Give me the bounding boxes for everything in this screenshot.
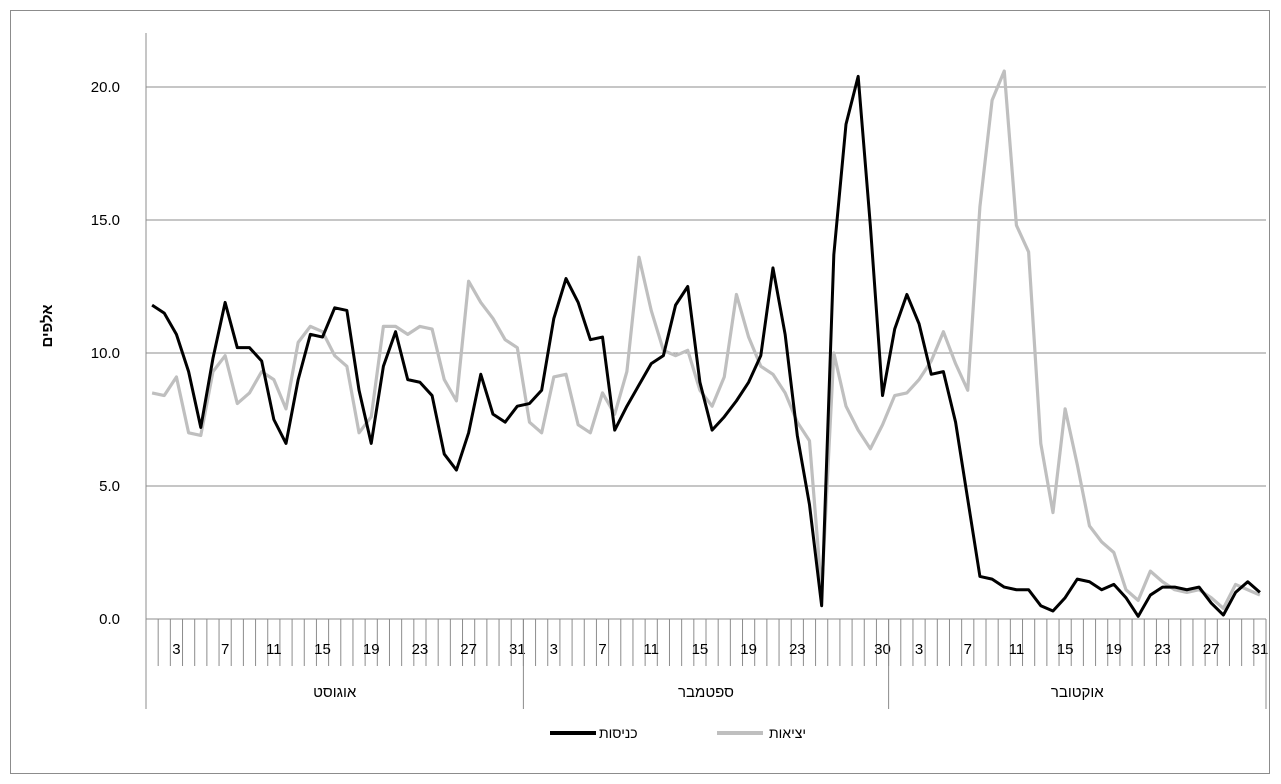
x-tick-label: 30 [874, 641, 891, 658]
x-tick-label: 3 [172, 641, 180, 658]
x-tick-label: 11 [266, 641, 282, 658]
x-tick-label: 3 [550, 641, 558, 658]
y-tick-label: 15.0 [91, 212, 120, 229]
y-tick-label: 20.0 [91, 79, 120, 96]
y-tick-label: 10.0 [91, 345, 120, 362]
x-tick-label: 7 [598, 641, 606, 658]
x-tick-label: 7 [964, 641, 972, 658]
x-tick-label: 15 [692, 641, 709, 658]
y-tick-label: 5.0 [99, 478, 120, 495]
y-tick-labels: 0.0 5.0 10.0 15.0 20.0 [91, 79, 120, 628]
x-tick-label: 31 [1252, 641, 1269, 658]
legend-label-entries: כניסות [599, 725, 638, 741]
x-tick-label: 11 [1009, 641, 1025, 658]
x-tick-label: 23 [412, 641, 429, 658]
series-line-entries [151, 74, 1261, 618]
x-tick-label: 11 [643, 641, 659, 658]
x-tick-label: 27 [460, 641, 477, 658]
x-tick-label: 27 [1203, 641, 1220, 658]
y-tick-label: 0.0 [99, 611, 120, 628]
x-tick-label: 23 [1154, 641, 1171, 658]
x-axis-ticks: 3 7 11 15 19 23 27 31 3 7 11 15 19 23 30 3 7 11 15 19 23 27 31 [157, 619, 1269, 666]
x-tick-label: 3 [915, 641, 923, 658]
chart-frame [10, 10, 1270, 774]
x-tick-label: 19 [740, 641, 757, 658]
x-tick-label: 31 [509, 641, 526, 658]
month-label: ספטמבר [678, 684, 734, 701]
x-tick-label: 23 [789, 641, 806, 658]
x-tick-label: 15 [314, 641, 331, 658]
x-tick-label: 15 [1057, 641, 1074, 658]
series-lines [151, 69, 1261, 618]
month-label: אוקטובר [1051, 684, 1104, 701]
x-tick-label: 7 [221, 641, 229, 658]
series-line-exits [151, 69, 1261, 610]
axes [145, 33, 1266, 620]
legend-label-exits: יציאות [769, 725, 806, 741]
gridlines [146, 86, 1266, 487]
y-axis-label: אלפים [39, 304, 56, 347]
legend: כניסות יציאות [550, 725, 806, 741]
x-tick-label: 19 [1105, 641, 1122, 658]
x-tick-label: 19 [363, 641, 380, 658]
month-label: אוגוסט [313, 684, 357, 701]
month-labels: אוגוסט ספטמבר אוקטובר [145, 619, 1267, 709]
